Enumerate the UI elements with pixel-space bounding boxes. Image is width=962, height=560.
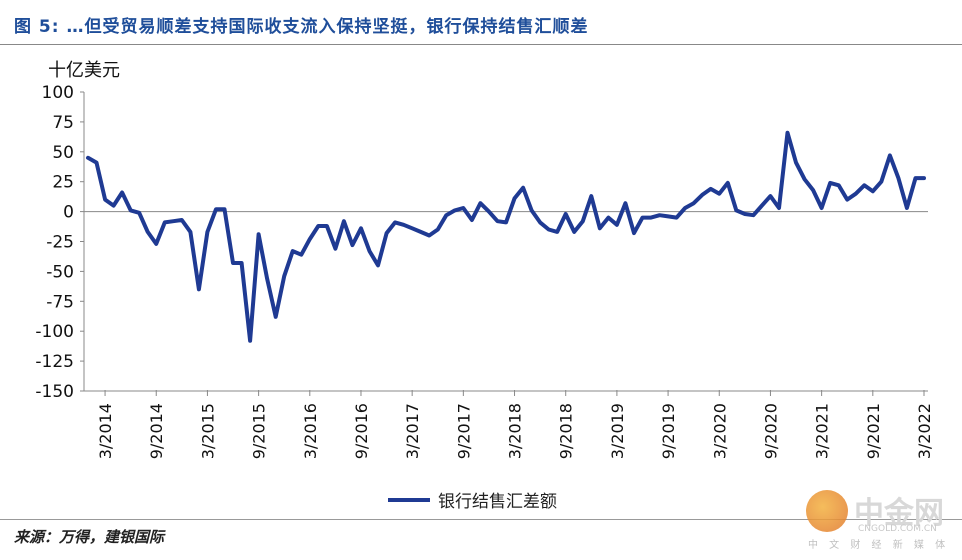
chart-legend: 银行结售汇差额	[388, 487, 557, 512]
source-note: 来源：万得，建银国际	[14, 528, 165, 546]
y-tick-label: -75	[46, 292, 74, 312]
legend-swatch	[388, 497, 430, 502]
legend-label: 银行结售汇差额	[438, 492, 557, 512]
x-tick-label: 3/2022	[915, 403, 934, 459]
y-tick-label: -100	[35, 322, 74, 342]
x-tick-label: 3/2019	[608, 403, 627, 459]
x-tick-label: 9/2020	[761, 403, 780, 459]
x-axis: 3/2014 9/2014 3/2015 9/2015 3/2016 9/2016 3/20…	[84, 211, 934, 459]
line-chart: 100 75 50 25 0 -25 -50 -75 -100 -125 -150 3/2014 9/…	[35, 83, 934, 459]
y-tick-label: 0	[63, 203, 74, 223]
x-tick-label: 3/2020	[710, 403, 729, 459]
title-divider	[0, 44, 962, 45]
x-tick-label: 3/2014	[96, 403, 115, 459]
x-tick-label: 3/2021	[813, 403, 832, 459]
logo-url: CNGOLD.COM.CN	[858, 524, 937, 534]
watermark-logo: 中金网 CNGOLD.COM.CN 中 文 财 经 新 媒 体	[806, 486, 956, 552]
x-tick-label: 9/2019	[659, 403, 678, 459]
y-tick-label: -125	[35, 352, 74, 372]
y-tick-label: -25	[46, 233, 74, 253]
y-tick-label: 75	[52, 113, 74, 133]
y-tick-label: -150	[35, 382, 74, 402]
x-tick-label: 9/2014	[147, 403, 166, 459]
logo-text: 中金网	[854, 496, 944, 531]
y-tick-label: -50	[46, 262, 74, 282]
x-tick-label: 3/2017	[403, 403, 422, 459]
logo-emblem-icon	[806, 490, 848, 532]
y-tick-label: 25	[52, 173, 74, 193]
x-tick-label: 9/2018	[557, 403, 576, 459]
y-tick-label: 100	[42, 83, 74, 103]
x-tick-label: 9/2021	[864, 403, 883, 459]
x-tick-label: 9/2015	[250, 403, 269, 459]
x-tick-label: 9/2017	[454, 403, 473, 459]
x-tick-label: 9/2016	[352, 403, 371, 459]
figure-title: 图 5: …但受贸易顺差支持国际收支流入保持坚挺，银行保持结售汇顺差	[14, 17, 589, 37]
y-tick-label: 50	[52, 143, 74, 163]
x-tick-label: 3/2015	[198, 403, 217, 459]
x-tick-label: 3/2016	[301, 403, 320, 459]
x-tick-label: 3/2018	[506, 403, 525, 459]
logo-subtitle: 中 文 财 经 新 媒 体	[808, 540, 950, 551]
footer-divider	[0, 519, 962, 520]
y-axis-unit-label: 十亿美元	[48, 60, 120, 81]
series-layer	[86, 130, 926, 343]
y-axis: 100 75 50 25 0 -25 -50 -75 -100 -125 -150	[35, 83, 85, 402]
series-line-0	[86, 130, 926, 343]
